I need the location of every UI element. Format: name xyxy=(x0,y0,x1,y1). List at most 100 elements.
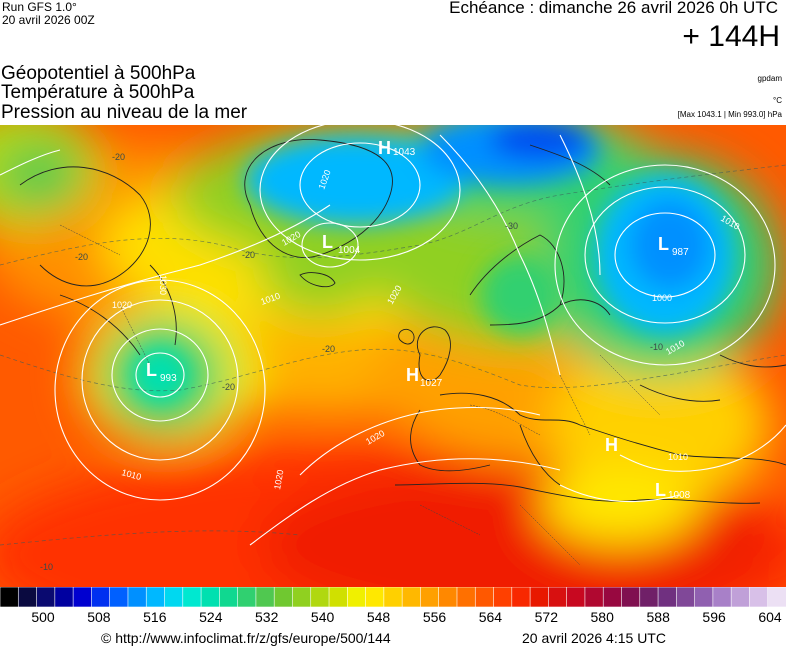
generation-time: 20 avril 2026 4:15 UTC xyxy=(522,630,666,646)
pressure-center-value: 1008 xyxy=(668,490,691,501)
isotherm-label: -20 xyxy=(322,344,335,354)
source-url: © http://www.infoclimat.fr/z/gfs/europe/… xyxy=(101,630,391,646)
color-scale-swatch xyxy=(694,587,714,607)
isotherms xyxy=(0,164,786,546)
isotherm-label: -20 xyxy=(112,152,125,162)
color-scale-swatch xyxy=(474,587,495,607)
title-pressure: Pression au niveau de la mer xyxy=(1,102,248,123)
color-scale-swatch xyxy=(602,587,623,607)
color-scale-swatch xyxy=(237,587,257,607)
color-scale-swatch xyxy=(383,587,404,607)
isobars xyxy=(0,125,786,546)
isotherm-label: -20 xyxy=(75,252,88,262)
isobar-label: 1000 xyxy=(652,293,672,303)
high-1027-center: H 1027 xyxy=(406,365,443,389)
pressure-center-type: H xyxy=(406,365,419,385)
high-1043-center: H 1043 xyxy=(378,138,416,158)
color-scale-swatch xyxy=(200,587,221,607)
color-scale-tick-label: 500 xyxy=(31,609,55,625)
color-scale-swatch xyxy=(621,587,641,607)
pressure-center-value: 1043 xyxy=(393,147,416,158)
color-scale-swatch xyxy=(566,587,586,607)
isotherm-label: -20 xyxy=(222,382,235,392)
coastlines xyxy=(19,139,786,504)
color-scale-swatch xyxy=(639,587,659,607)
color-scale-swatch xyxy=(401,587,422,607)
color-scale-swatch xyxy=(72,587,93,607)
pressure-center-type: H xyxy=(605,435,618,455)
color-scale-swatch xyxy=(255,587,276,607)
pressure-center-type: L xyxy=(658,234,669,254)
color-scale-swatch xyxy=(529,587,550,607)
isotherm-label: -10 xyxy=(40,562,53,572)
pressure-center-value: 987 xyxy=(672,247,689,258)
pressure-center-type: L xyxy=(655,480,666,500)
unit-temperature: °C xyxy=(773,96,782,105)
color-scale-tick-label: 556 xyxy=(422,609,447,625)
color-scale-swatch xyxy=(712,587,733,607)
low-993-center: L 993 xyxy=(146,360,177,384)
color-scale-swatch xyxy=(456,587,477,607)
low-1004-center: L 1004 xyxy=(322,232,361,256)
title-temperature: Température à 500hPa xyxy=(1,82,195,103)
color-scale-tick-label: 580 xyxy=(590,609,614,625)
color-scale-swatch xyxy=(346,587,367,607)
color-scale-swatch xyxy=(548,587,568,607)
color-scale-swatch xyxy=(91,587,111,607)
color-scale-tick-label: 604 xyxy=(758,609,782,625)
weather-map: H 1043 L 1004 L 987 L 993 H 1027 H L 100… xyxy=(0,125,786,587)
color-scale-swatch xyxy=(676,587,696,607)
color-scale-ticks: 500 508 516 524 532 540 548 556 564 572 580 588 596 6… xyxy=(0,609,786,625)
unit-geopotential: gpdam xyxy=(757,74,782,83)
color-scale-swatch xyxy=(273,587,294,607)
geopotential-field xyxy=(0,125,786,587)
isotherm-label: -20 xyxy=(242,250,255,260)
high-center: H xyxy=(605,435,618,455)
color-scale-swatch xyxy=(730,587,751,607)
pressure-centers: H 1043 L 1004 L 987 L 993 H 1027 H L 100… xyxy=(146,138,691,501)
color-scale xyxy=(0,587,786,607)
pressure-center-type: H xyxy=(378,138,391,158)
color-scale-swatch xyxy=(219,587,239,607)
color-scale-tick-label: 572 xyxy=(534,609,558,625)
color-scale-swatch xyxy=(145,587,166,607)
color-scale-swatch xyxy=(0,587,20,607)
isotherm-label: -30 xyxy=(505,221,518,231)
low-1008-center: L 1008 xyxy=(655,480,691,501)
color-scale-swatch xyxy=(493,587,513,607)
color-scale-swatch xyxy=(328,587,349,607)
color-scale-tick-label: 596 xyxy=(702,609,726,625)
color-scale-swatch xyxy=(657,587,678,607)
color-scale-tick-label: 524 xyxy=(199,609,223,625)
run-date: 20 avril 2026 00Z xyxy=(2,13,95,27)
pressure-center-value: 993 xyxy=(160,373,177,384)
color-scale-swatch xyxy=(17,587,38,607)
color-scale-tick-label: 548 xyxy=(366,609,391,625)
pressure-extremes: [Max 1043.1 | Min 993.0] hPa xyxy=(677,110,782,119)
isobar-label: 1010 xyxy=(668,452,688,462)
pressure-center-value: 1004 xyxy=(338,245,361,256)
color-scale-swatch xyxy=(365,587,385,607)
color-scale-swatch xyxy=(164,587,184,607)
low-987-center: L 987 xyxy=(658,234,689,258)
color-scale-swatch xyxy=(420,587,440,607)
color-scale-swatch xyxy=(310,587,330,607)
color-scale-swatch xyxy=(511,587,531,607)
run-label: Run GFS 1.0° xyxy=(2,0,77,14)
pressure-center-value: 1027 xyxy=(420,378,443,389)
isotherm-labels: -20 -20 -20 -20 -20 -10 -10 -30 xyxy=(40,152,663,572)
color-scale-tick-label: 588 xyxy=(646,609,670,625)
title-geopotential: Géopotentiel à 500hPa xyxy=(1,63,196,84)
pressure-center-type: L xyxy=(146,360,157,380)
isobar-label: 1020 xyxy=(112,300,132,310)
color-scale-tick-label: 508 xyxy=(87,609,111,625)
color-scale-swatch xyxy=(54,587,75,607)
color-scale-swatch xyxy=(36,587,56,607)
color-scale-tick-label: 532 xyxy=(255,609,279,625)
color-scale-tick-label: 540 xyxy=(310,609,335,625)
color-scale-swatch xyxy=(109,587,129,607)
pressure-center-type: L xyxy=(322,232,333,252)
color-scale-swatch xyxy=(438,587,458,607)
color-scale-swatch xyxy=(767,587,786,607)
isobar-label: 1020 xyxy=(272,469,285,490)
